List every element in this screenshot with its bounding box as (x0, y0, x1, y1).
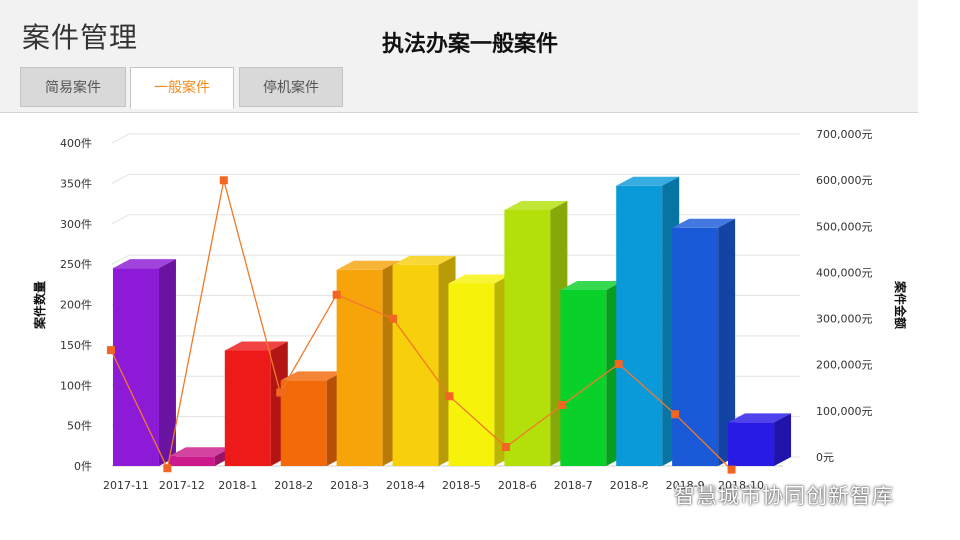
right-axis-tick-label: 700,000元 (816, 128, 873, 141)
bar (224, 350, 271, 466)
bar (336, 269, 383, 466)
right-axis-title: 案件金额 (893, 280, 908, 329)
bar-top-face (168, 447, 232, 457)
left-axis-tick-label: 300件 (60, 218, 92, 231)
bar-top-face (224, 341, 288, 351)
bar (728, 422, 775, 466)
x-axis-tick-label: 2017-12 (159, 479, 205, 492)
x-axis-tick-label: 2018-5 (442, 479, 481, 492)
bar (168, 456, 215, 466)
watermark: 智慧城市协同创新智库 (640, 480, 894, 510)
gridline-depth (111, 254, 130, 265)
page-title: 案件管理 (22, 21, 139, 54)
right-axis-tick-label: 500,000元 (816, 220, 873, 233)
chart-title: 执法办案一般案件 (381, 32, 558, 57)
amount-point (558, 401, 567, 410)
bar-top-face (504, 201, 568, 211)
x-axis-tick-label: 2018-4 (386, 479, 425, 492)
case-chart: 0件 50件 100件 150件 200件 250件 300件 350件 400件 0元 100,0… (32, 128, 908, 492)
bar (504, 210, 551, 466)
amount-point (445, 392, 454, 401)
right-axis-tick-label: 100,000元 (816, 405, 873, 418)
gridline-depth (111, 214, 130, 225)
amount-point (219, 176, 228, 185)
left-axis-tick-label: 150件 (60, 339, 92, 352)
tab-simple-cases[interactable]: 简易案件 (20, 67, 126, 107)
right-axis-tick-label: 300,000元 (816, 313, 873, 326)
bar (280, 380, 327, 466)
bar-top-face (560, 280, 624, 290)
left-axis-tick-label: 50件 (67, 420, 92, 433)
bar (672, 227, 719, 466)
bar-top-face (392, 255, 456, 265)
amount-point (332, 290, 341, 299)
bar-top-face (616, 176, 680, 186)
bar-side-face (158, 259, 176, 466)
gridline-depth (111, 173, 130, 184)
x-axis-tick-label: 2018-8 (610, 479, 649, 492)
x-axis-tick-label: 2018-9 (666, 479, 705, 492)
tab-shutdown-cases[interactable]: 停机案件 (239, 67, 343, 107)
left-axis-title: 案件数量 (32, 281, 47, 330)
x-axis-tick-label: 2018-2 (274, 479, 313, 492)
page-header: 案件管理 执法办案一般案件 简易案件 一般案件 停机案件 (0, 0, 918, 113)
left-axis-tick-label: 100件 (60, 379, 92, 392)
left-axis-tick-label: 200件 (60, 299, 92, 312)
x-axis-tick-label: 2018-6 (498, 479, 537, 492)
amount-point (389, 314, 398, 323)
bar (392, 264, 439, 466)
bar-side-face (718, 218, 736, 466)
amount-point (163, 464, 172, 473)
x-axis-tick-label: 2018-3 (330, 479, 369, 492)
left-axis-tick-label: 250件 (60, 258, 92, 271)
bar-top-face (112, 259, 176, 269)
watermark-text: 智慧城市协同创新智库 (674, 484, 894, 508)
left-axis-tick-label: 400件 (60, 137, 92, 150)
amount-point (106, 346, 115, 355)
right-axis-tick-label: 200,000元 (816, 359, 873, 372)
amount-point (671, 410, 680, 419)
bar-top-face (672, 218, 736, 228)
left-axis-tick-label: 350件 (60, 177, 92, 190)
bar-top-face (280, 371, 344, 381)
right-axis-tick-label: 400,000元 (816, 266, 873, 279)
amount-line (110, 180, 732, 471)
bar-top-face (448, 274, 512, 284)
gridline-depth (111, 133, 130, 144)
right-axis-tick-label: 600,000元 (816, 174, 873, 187)
amount-point (614, 359, 623, 368)
x-axis-tick-label: 2018-1 (218, 479, 257, 492)
bar (616, 185, 663, 467)
amount-point (276, 388, 285, 397)
bar-top-face (336, 260, 400, 270)
x-axis-tick-label: 2018-7 (554, 479, 593, 492)
tab-general-cases[interactable]: 一般案件 (130, 67, 234, 109)
amount-point (501, 443, 510, 452)
left-axis-tick-label: 0件 (74, 460, 92, 473)
wechat-icon (640, 484, 667, 505)
bar (448, 283, 495, 466)
bar-top-face (728, 413, 792, 423)
x-axis-tick-label: 2018-10 (718, 479, 764, 492)
amount-point (727, 465, 736, 474)
right-axis-tick-label: 0元 (816, 451, 834, 464)
bar-side-face (774, 413, 792, 466)
x-axis-tick-label: 2017-11 (103, 479, 149, 492)
